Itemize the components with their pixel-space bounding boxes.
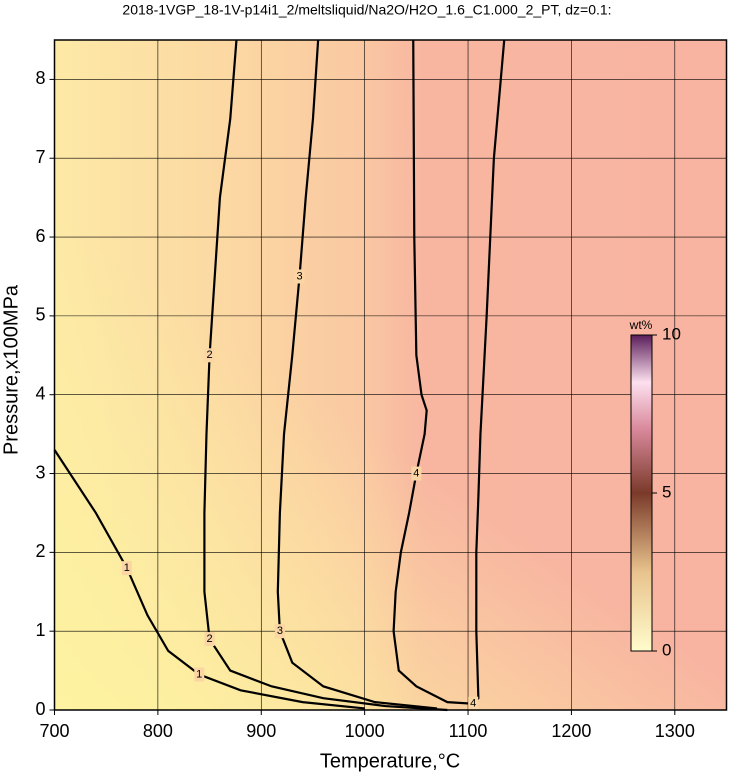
y-tick-label: 4	[35, 383, 45, 403]
contour-label: 2	[207, 349, 213, 361]
chart-title: 2018-1VGP_18-1V-p14i1_2/meltsliquid/Na2O…	[122, 2, 611, 18]
contour-line	[276, 39, 438, 710]
y-tick-label: 6	[35, 226, 45, 246]
y-tick-label: 2	[35, 541, 45, 561]
colorbar-tick-label: 5	[662, 482, 671, 501]
contour-line	[53, 449, 365, 710]
contour-label: 2	[207, 633, 213, 645]
x-axis-title: Temperature,°C	[320, 750, 460, 772]
contour-label: 1	[124, 562, 130, 574]
y-axis-title: Pressure,x100MPa	[0, 284, 22, 455]
contour-line	[203, 39, 448, 712]
plot-background-shade	[54, 40, 727, 710]
contour-label: 4	[470, 698, 476, 710]
contour-label: 3	[277, 625, 283, 637]
contour-label: 3	[296, 270, 302, 282]
x-tick-label: 800	[143, 721, 173, 741]
y-tick-label: 8	[35, 68, 45, 88]
contour-label-bg	[204, 632, 215, 647]
x-tick-label: 900	[246, 721, 276, 741]
contour-label-bg	[411, 466, 422, 481]
contour-label: 4	[413, 467, 419, 479]
contour-label-bg	[468, 696, 479, 711]
y-tick-label: 3	[35, 462, 45, 482]
plot-frame	[53, 39, 728, 711]
colorbar-title: wt%	[629, 318, 653, 332]
y-tick-label: 7	[35, 147, 45, 167]
x-tick-label: 1000	[345, 721, 385, 741]
contour-label: 1	[196, 668, 202, 680]
colorbar-tick-label: 10	[662, 324, 681, 343]
colorbar-tick-label: 0	[662, 640, 671, 659]
contour-label-bg	[194, 667, 205, 682]
contour-label-bg	[294, 269, 305, 284]
contour-label-bg	[121, 561, 132, 576]
x-tick-label: 700	[39, 721, 69, 741]
y-tick-label: 5	[35, 305, 45, 325]
x-tick-label: 1100	[449, 721, 488, 741]
contour-line	[392, 39, 506, 705]
x-tick-label: 1200	[551, 721, 591, 741]
y-tick-label: 1	[35, 620, 45, 640]
contour-label-bg	[204, 348, 215, 363]
y-tick-label: 0	[35, 699, 45, 719]
x-tick-label: 1300	[655, 721, 695, 741]
colorbar	[630, 334, 653, 652]
contour-label-bg	[274, 624, 285, 639]
